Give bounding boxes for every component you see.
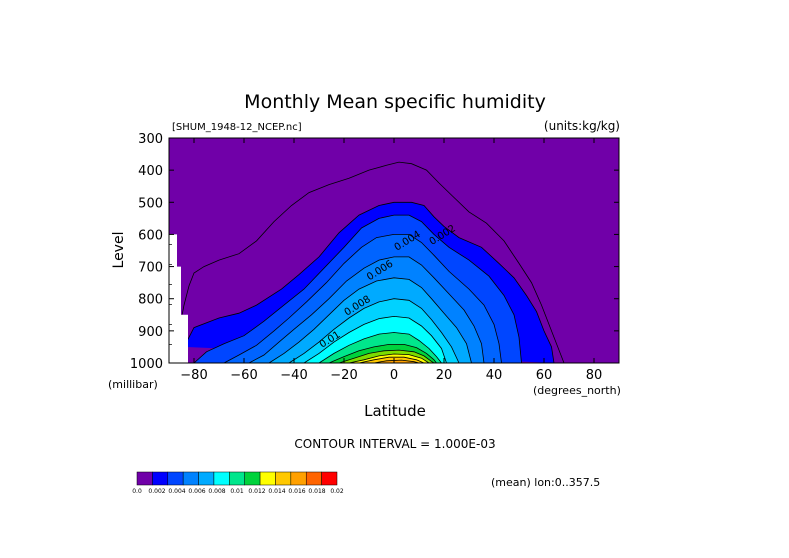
y-tick-label: 800 [138, 293, 163, 308]
y-tick-label: 600 [138, 228, 163, 243]
colorbar-label: 0.004 [168, 488, 185, 495]
contour-fills [184, 202, 554, 363]
colorbar-label: 0.01 [230, 488, 244, 495]
contour-line-0.007 [288, 298, 460, 364]
colorbar-swatch [321, 471, 338, 486]
x-tick-label: −60 [230, 368, 257, 383]
colorbar-swatch [275, 471, 292, 486]
x-tick-label: −40 [280, 368, 307, 383]
colorbar-label: 0.0 [132, 488, 142, 495]
colorbar-swatch [152, 471, 169, 486]
units-label: (units:kg/kg) [544, 119, 620, 133]
contour-line-0.01 [328, 344, 437, 364]
contour-line-0.009 [318, 332, 442, 364]
contour-line-0.005 [248, 256, 485, 364]
x-tick-label: 40 [486, 368, 503, 383]
contour-line-0.014 [373, 359, 420, 364]
colorbar-labels: 0.0 0.002 0.004 0.006 0.008 0.01 0.012 0.014 0.0… [132, 488, 344, 495]
y-tick-label: 500 [138, 196, 163, 211]
colorbar-swatch [259, 471, 276, 486]
x-tick-label: −20 [330, 368, 357, 383]
y-axis-ticks: 300 400 500 600 700 800 900 1000 [130, 132, 619, 372]
x-tick-label: −80 [180, 368, 207, 383]
colorbar-swatch [167, 471, 184, 486]
x-tick-label: 80 [586, 368, 603, 383]
colorbar-swatch [244, 471, 261, 486]
colorbar-label: 0.012 [248, 488, 265, 495]
x-axis-unit: (degrees_north) [533, 384, 621, 397]
colorbar-label: 0.02 [330, 488, 344, 495]
colorbar-label: 0.002 [148, 488, 165, 495]
colorbar-swatch [290, 471, 307, 486]
y-tick-label: 700 [138, 261, 163, 276]
contour-line-0.001 [173, 161, 565, 364]
contour-line-0.008 [303, 315, 447, 364]
y-tick-label: 300 [138, 132, 163, 147]
contour-line-0.013 [358, 356, 425, 364]
colorbar-swatch [198, 471, 215, 486]
colorbar-swatch [229, 471, 245, 486]
colorbar-swatch [305, 471, 322, 486]
y-axis-label: Level [111, 232, 127, 269]
colorbar-swatch [213, 471, 230, 486]
contour-line-0.012 [348, 353, 430, 364]
contour-line-0.002 [183, 201, 555, 364]
mean-note: (mean) lon:0..357.5 [491, 476, 600, 489]
colorbar-label: 0.006 [188, 488, 205, 495]
contour-line-0.003 [193, 214, 522, 364]
colorbar-label: 0.018 [308, 488, 325, 495]
colorbar-label: 0.014 [268, 488, 285, 495]
contour-fill-0.014 [374, 360, 419, 363]
contour-interval-text: CONTOUR INTERVAL = 1.000E-03 [294, 437, 495, 451]
x-axis-ticks: −80 −60 −40 −20 0 20 40 60 80 [180, 138, 602, 383]
chart-title: Monthly Mean specific humidity [244, 91, 546, 113]
contour-line-0.011 [338, 349, 435, 364]
x-tick-label: 0 [390, 368, 398, 383]
colorbar-label: 0.016 [288, 488, 305, 495]
y-tick-label: 900 [138, 325, 163, 340]
file-label: [SHUM_1948-12_NCEP.nc] [172, 122, 302, 133]
x-tick-label: 60 [536, 368, 553, 383]
colorbar-label: 0.008 [208, 488, 225, 495]
colorbar-swatch [136, 471, 153, 486]
y-tick-label: 1000 [130, 357, 163, 372]
y-tick-label: 400 [138, 164, 163, 179]
x-axis-label: Latitude [364, 402, 426, 420]
y-axis-unit: (millibar) [108, 378, 158, 391]
colorbar [136, 471, 338, 486]
x-tick-label: 20 [436, 368, 453, 383]
colorbar-swatch [182, 471, 199, 486]
contour-line-0.004 [223, 234, 502, 364]
contour-lines [173, 161, 565, 364]
contour-line-0.006 [268, 277, 472, 364]
